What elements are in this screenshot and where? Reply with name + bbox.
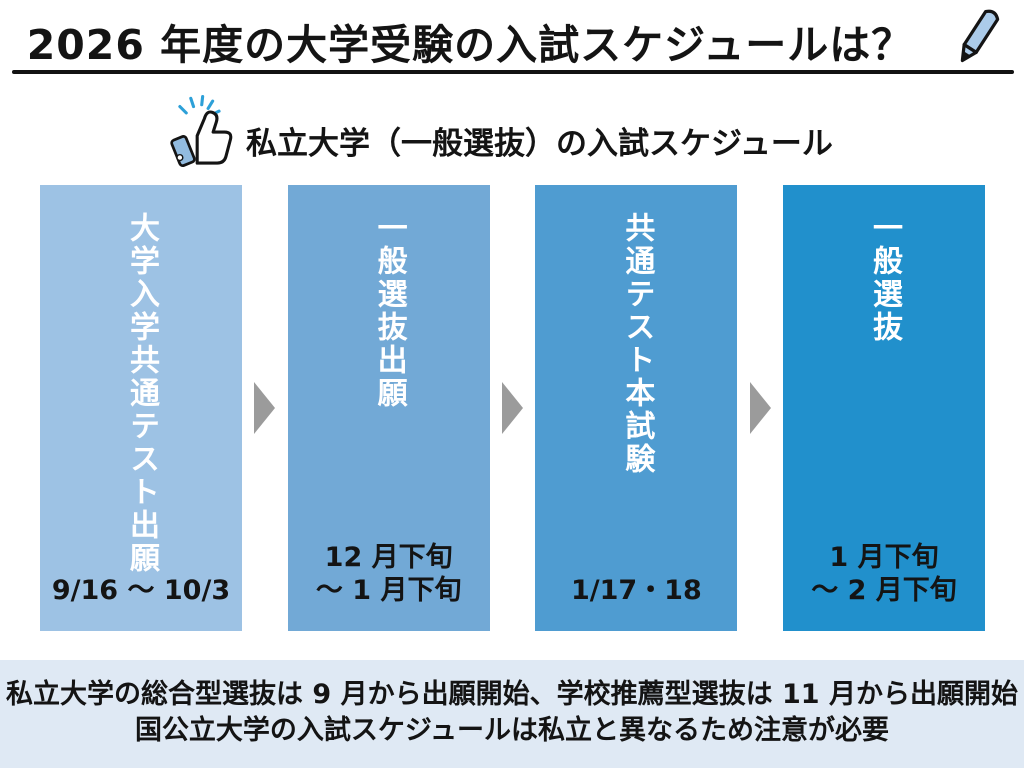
arrow-slot [490, 185, 536, 631]
arrow-right-icon [254, 382, 276, 434]
flow-step-ippan-senbatsu-shutsugan: 一般選抜出願 12 月下旬 ～ 1 月下旬 [287, 185, 490, 631]
footer-line-2: 国公立大学の入試スケジュールは私立と異なるため注意が必要 [134, 714, 890, 746]
arrow-slot [242, 185, 288, 631]
step-date: 9/16 ～ 10/3 [40, 575, 242, 607]
arrow-slot [737, 185, 783, 631]
step-date: 12 月下旬 ～ 1 月下旬 [288, 542, 490, 607]
flow-step-ippan-senbatsu: 一般選抜 1 月下旬 ～ 2 月下旬 [783, 185, 986, 631]
subtitle: 私立大学（一般選抜）の入試スケジュール [162, 92, 833, 174]
footer-line-1: 私立大学の総合型選抜は 9 月から出願開始、学校推薦型選抜は 11 月から出願開… [6, 679, 1018, 710]
step-label: 一般選抜 [867, 212, 903, 344]
page-title: 2026 年度の大学受験の入試スケジュールは？ [26, 21, 914, 69]
step-date-line: 12 月下旬 [324, 542, 453, 574]
step-date-line: ～ 1 月下旬 [315, 574, 462, 606]
step-date: 1 月下旬 ～ 2 月下旬 [783, 542, 985, 607]
step-date-line: ～ 2 月下旬 [811, 574, 957, 606]
step-label: 一般選抜出願 [371, 212, 407, 410]
arrow-right-icon [502, 382, 523, 434]
footer-note: 私立大学の総合型選抜は 9 月から出願開始、学校推薦型選抜は 11 月から出願開… [0, 660, 1024, 768]
flow-step-kyotsu-test-shutsugan: 大学入学共通テスト出願 9/16 ～ 10/3 [40, 185, 242, 631]
header: 2026 年度の大学受験の入試スケジュールは？ [0, 0, 1024, 74]
title-underline [12, 70, 1014, 74]
step-date: 1/17・18 [535, 575, 737, 607]
step-date-line: 1/17・18 [570, 574, 702, 606]
pencil-icon [960, 9, 1000, 63]
schedule-flow: 大学入学共通テスト出願 9/16 ～ 10/3 一般選抜出願 12 月下旬 ～ … [40, 185, 986, 631]
thumbs-up-icon [170, 95, 233, 168]
step-label: 大学入学共通テスト出願 [124, 212, 159, 575]
step-date-line: 1 月下旬 [829, 542, 939, 574]
step-label: 共通テスト本試験 [619, 212, 655, 476]
arrow-right-icon [749, 382, 771, 434]
subtitle-text: 私立大学（一般選抜）の入試スケジュール [246, 125, 833, 162]
flow-step-kyotsu-test-honshiken: 共通テスト本試験 1/17・18 [535, 185, 738, 631]
step-date-line: 9/16 ～ 10/3 [51, 574, 231, 606]
